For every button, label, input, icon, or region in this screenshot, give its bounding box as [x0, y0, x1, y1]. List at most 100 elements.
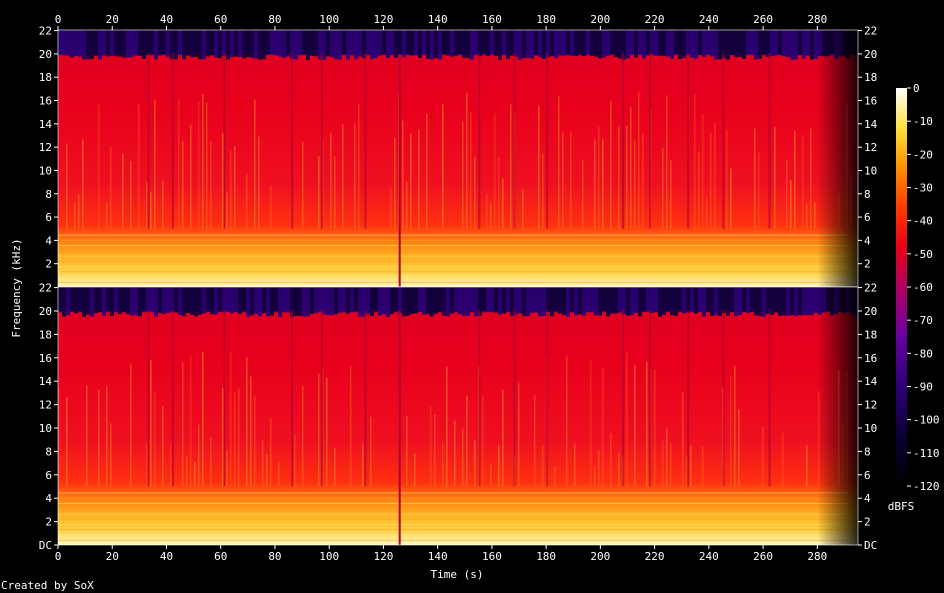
transient-streak: [670, 160, 672, 229]
quiet-band-column: [670, 287, 674, 316]
quiet-band-column: [674, 30, 678, 55]
x-tick-label-bottom: 240: [699, 550, 719, 563]
transient-streak: [202, 351, 204, 487]
quiet-band-column: [562, 30, 566, 56]
quiet-band-column: [302, 287, 306, 317]
quiet-band-column: [266, 287, 270, 317]
spectrogram-field: [58, 30, 858, 287]
quiet-band-column: [398, 287, 402, 314]
transient-streak: [554, 466, 556, 487]
quiet-band-column: [254, 30, 258, 59]
transient-streak: [682, 391, 684, 487]
quiet-band-column: [586, 30, 590, 55]
quiet-band-column: [598, 287, 602, 316]
y-tick-label-right: 22: [864, 25, 877, 38]
quiet-band-column: [666, 287, 670, 312]
quiet-band-column: [426, 30, 430, 59]
transient-streak: [294, 434, 296, 487]
transient-streak: [198, 101, 200, 229]
transient-streak: [234, 392, 236, 487]
quiet-band-column: [538, 287, 542, 317]
quiet-band-column: [566, 30, 570, 55]
transient-streak: [634, 140, 636, 229]
transient-streak: [802, 135, 804, 229]
transient-streak: [714, 122, 716, 229]
quiet-band-column: [450, 30, 454, 57]
quiet-band-column: [398, 30, 402, 55]
quiet-band-column: [490, 30, 494, 54]
quiet-band-column: [222, 287, 226, 312]
x-tick-label-bottom: 140: [428, 550, 448, 563]
transient-streak: [326, 377, 328, 487]
quiet-band-column: [746, 287, 750, 314]
y-tick-label-left: 22: [39, 25, 52, 38]
quiet-band-column: [618, 30, 622, 59]
transient-streak: [666, 95, 668, 229]
transient-streak: [562, 132, 564, 229]
quiet-band-column: [694, 30, 698, 59]
quiet-band-column: [410, 30, 414, 56]
quiet-band-column: [106, 30, 110, 57]
quiet-band-column: [486, 30, 490, 56]
quiet-band-column: [314, 30, 318, 57]
section-gap: [687, 52, 690, 229]
quiet-band-column: [330, 30, 334, 58]
transient-streak: [418, 129, 420, 229]
quiet-band-column: [654, 287, 658, 312]
x-tick-label-bottom: 100: [319, 550, 339, 563]
quiet-band-column: [698, 287, 702, 312]
transient-streak: [74, 202, 76, 229]
quiet-band-column: [190, 287, 194, 315]
transient-streak: [222, 132, 224, 229]
transient-streak: [806, 204, 808, 229]
transient-streak: [490, 203, 492, 229]
quiet-band-column: [790, 287, 794, 316]
transient-streak: [598, 126, 600, 229]
colorbar-gradient: [896, 88, 907, 486]
fade-out-region: [817, 287, 858, 545]
quiet-band-column: [458, 30, 462, 55]
transient-streak: [130, 363, 132, 487]
quiet-band-column: [250, 287, 254, 316]
quiet-band-column: [154, 30, 158, 60]
quiet-band-column: [814, 287, 818, 313]
quiet-band-column: [370, 30, 374, 60]
y-tick-label-left: DC: [39, 539, 52, 552]
section-gap: [321, 52, 324, 229]
quiet-band-column: [606, 30, 610, 56]
quiet-band-column: [670, 30, 674, 59]
quiet-band-column: [546, 287, 550, 312]
quiet-band-column: [486, 287, 490, 312]
quiet-band-column: [66, 30, 70, 56]
footer-credit: Created by SoX: [1, 579, 94, 592]
quiet-band-column: [774, 30, 778, 56]
quiet-band-column: [514, 30, 518, 57]
section-gap: [649, 52, 652, 229]
y-tick-label-left: 18: [39, 328, 52, 341]
quiet-band-column: [318, 287, 322, 312]
quiet-band-column: [130, 287, 134, 316]
quiet-band-column: [122, 30, 126, 58]
transient-streak: [190, 355, 192, 487]
quiet-band-column: [806, 287, 810, 316]
transient-streak: [330, 132, 332, 229]
quiet-band-column: [450, 287, 454, 314]
quiet-band-column: [438, 30, 442, 60]
quiet-band-column: [294, 287, 298, 317]
quiet-band-column: [114, 287, 118, 312]
colorbar-tick-label: -80: [913, 347, 933, 360]
quiet-band-column: [350, 287, 354, 313]
y-tick-label-right: 12: [864, 141, 877, 154]
quiet-band-column: [210, 287, 214, 315]
quiet-band-column: [814, 30, 818, 60]
quiet-band-column: [546, 30, 550, 58]
transient-streak: [574, 443, 576, 487]
y-tick-label-right: 14: [864, 118, 878, 131]
quiet-band-column: [758, 30, 762, 59]
quiet-band-column: [86, 30, 90, 60]
quiet-band-column: [390, 287, 394, 314]
quiet-band-column: [626, 287, 630, 316]
transient-streak: [394, 137, 396, 229]
colorbar-tick-label: -90: [913, 381, 933, 394]
colorbar-tick-label: -10: [913, 115, 933, 128]
